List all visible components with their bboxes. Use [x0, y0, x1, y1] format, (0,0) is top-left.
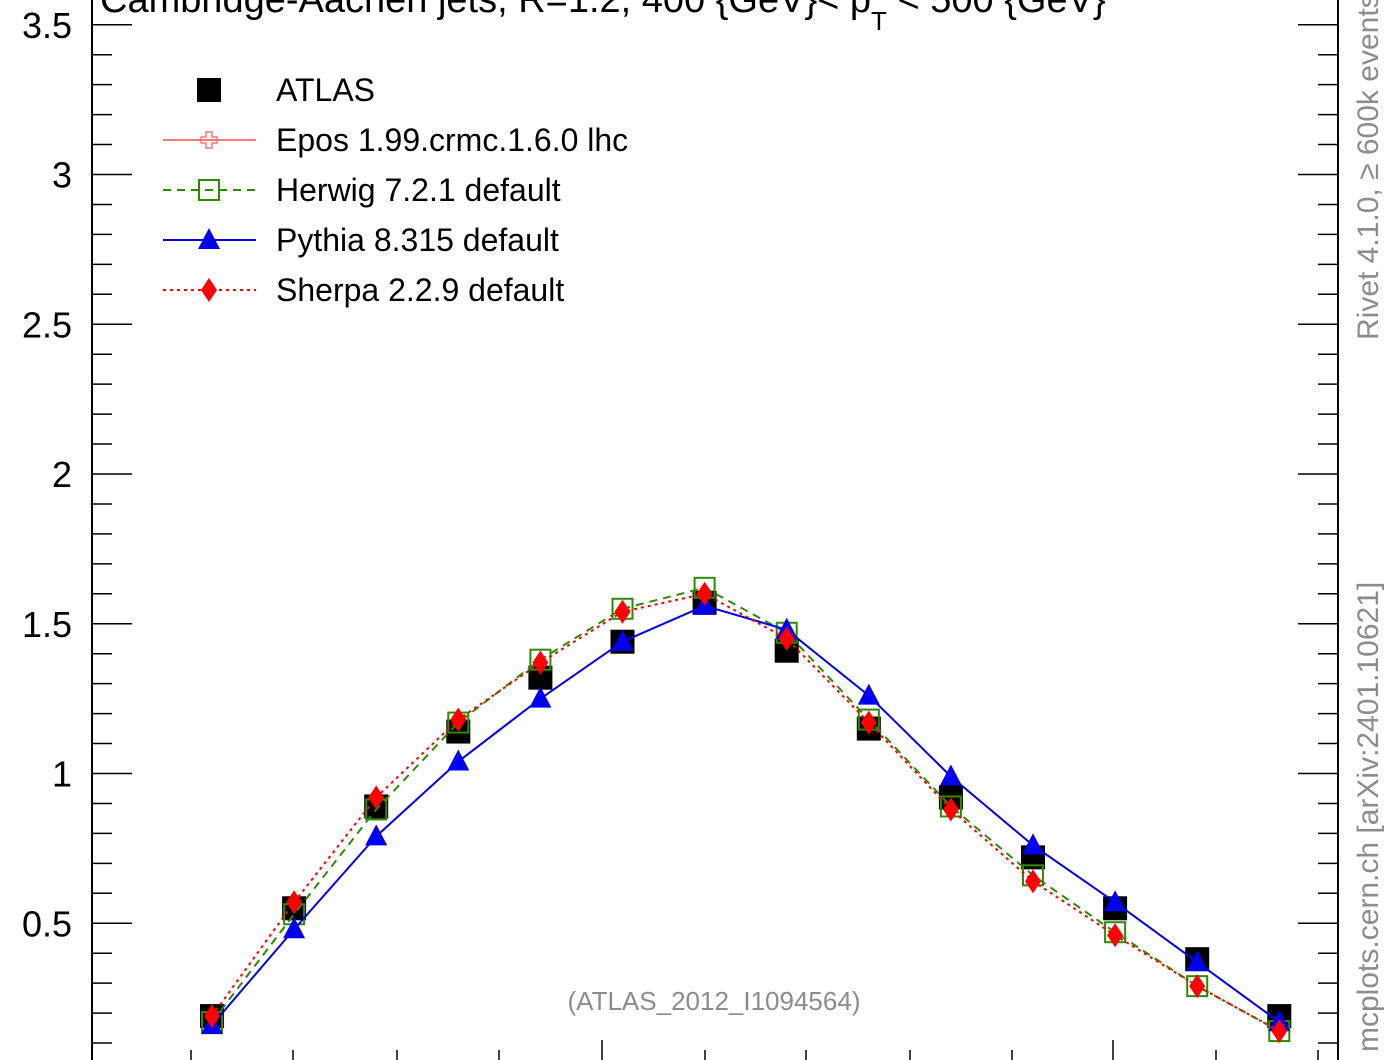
data-point	[1271, 1019, 1288, 1044]
data-point	[857, 683, 880, 705]
data-point	[1022, 833, 1044, 855]
y-tick-label: 0	[52, 1053, 72, 1060]
y-tick-label: 0.5	[22, 903, 72, 944]
data-point	[529, 686, 552, 708]
legend-label: Herwig 7.2.1 default	[276, 172, 561, 208]
data-point	[204, 1004, 220, 1029]
legend-marker	[198, 179, 220, 201]
legend-entry: Epos 1.99.crmc.1.6.0 lhc	[163, 122, 628, 158]
legend-entry: ATLAS	[197, 72, 375, 108]
analysis-label: (ATLAS_2012_I1094564)	[568, 986, 861, 1016]
data-point	[939, 764, 962, 786]
y-tick-label: 3	[52, 155, 72, 196]
legend: ATLAS Epos 1.99.crmc.1.6.0 lhc Herwig 7.2.…	[163, 72, 628, 308]
legend-entry: Sherpa 2.2.9 default	[163, 272, 564, 308]
x-axis-ticks	[190, 1040, 1319, 1060]
y-tick-label: 1	[52, 754, 72, 795]
legend-marker	[201, 278, 217, 302]
data-point	[860, 710, 877, 735]
data-point	[447, 749, 470, 771]
y-tick-label: 2.5	[22, 304, 72, 345]
data-point	[368, 785, 385, 810]
data-point	[532, 650, 549, 675]
series-line	[211, 604, 1280, 1026]
data-point	[1025, 869, 1041, 894]
legend-label: Epos 1.99.crmc.1.6.0 lhc	[276, 122, 628, 158]
y-tick-label: 2	[52, 454, 72, 495]
legend-marker	[198, 228, 220, 249]
y-tick-label: 1.5	[22, 604, 72, 645]
chart-title: Cambridge-Aachen jets, R=1.2, 400 {GeV}<…	[100, 0, 1106, 36]
legend-label: Pythia 8.315 default	[276, 222, 559, 258]
data-point	[778, 626, 795, 651]
rivet-version-label: Rivet 4.1.0, ≥ 600k events	[1352, 0, 1385, 340]
mcplots-label: mcplots.cern.ch [arXiv:2401.10621]	[1352, 582, 1385, 1052]
plot-frame	[91, 0, 1339, 1060]
series-layer	[200, 576, 1292, 1044]
data-point	[611, 629, 634, 651]
data-point	[1107, 923, 1124, 948]
data-point	[450, 707, 467, 732]
data-point	[286, 890, 303, 915]
legend-entry: Pythia 8.315 default	[163, 222, 559, 258]
data-point	[942, 797, 959, 822]
series-sherpa-2-2-9-default	[204, 581, 1288, 1044]
legend-marker	[200, 131, 218, 149]
y-tick-label: 3.5	[22, 5, 72, 46]
legend-label: ATLAS	[276, 72, 375, 108]
series-line	[211, 586, 1280, 1032]
data-point	[283, 917, 306, 939]
data-point	[365, 824, 388, 846]
legend-entry: Herwig 7.2.1 default	[163, 172, 561, 208]
data-point	[1186, 950, 1209, 972]
data-point	[1104, 890, 1127, 912]
y-axis-ticks: 3.5 3 2.5 2 1.5 1 0.5 0	[22, 5, 1338, 1060]
data-point	[1189, 974, 1206, 999]
data-point	[614, 599, 631, 624]
series-atlas	[200, 590, 1292, 1029]
legend-label: Sherpa 2.2.9 default	[276, 272, 564, 308]
legend-marker	[197, 78, 221, 102]
data-point	[696, 581, 713, 606]
